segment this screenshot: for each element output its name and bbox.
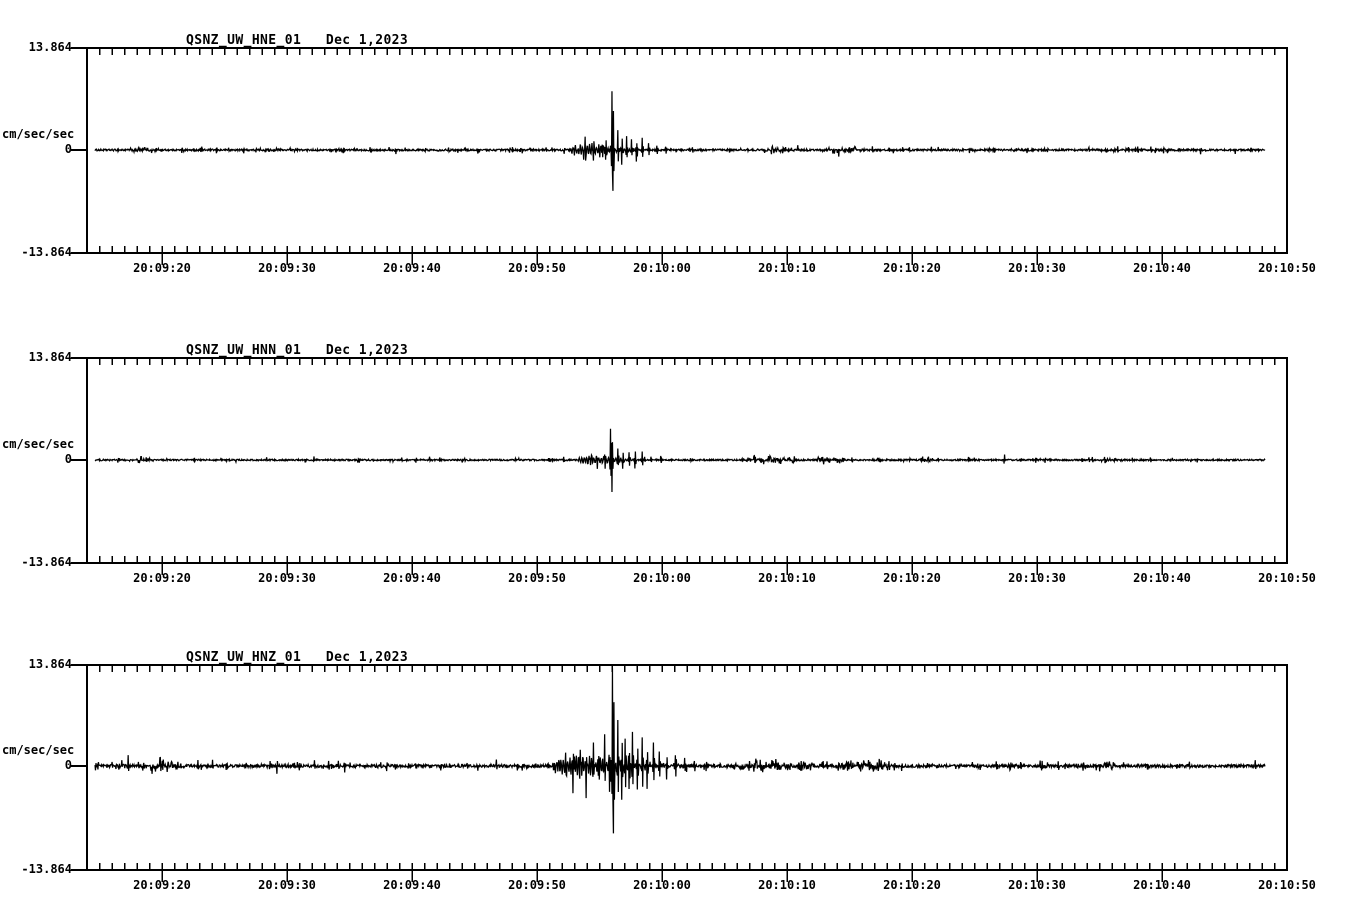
x-axis-tick-label: 20:09:40 xyxy=(383,571,441,585)
x-axis-tick-label: 20:10:40 xyxy=(1133,878,1191,892)
y-axis-unit-label: cm/sec/sec xyxy=(2,743,75,757)
x-axis-tick-label: 20:10:30 xyxy=(1008,878,1066,892)
x-axis-tick-label: 20:09:20 xyxy=(133,571,191,585)
x-axis-tick-label: 20:09:20 xyxy=(133,878,191,892)
y-axis-max-label: 13.864 xyxy=(28,40,72,54)
x-axis-tick-label: 20:09:20 xyxy=(133,261,191,275)
y-axis-min-label: -13.864 xyxy=(21,245,72,259)
x-axis-tick-label: 20:10:00 xyxy=(633,571,691,585)
y-axis-min-label: -13.864 xyxy=(21,862,72,876)
x-axis-tick-label: 20:10:00 xyxy=(633,261,691,275)
x-axis-tick-label: 20:10:50 xyxy=(1258,261,1316,275)
y-axis-zero-label: 0 xyxy=(64,452,72,466)
x-axis-tick-label: 20:10:50 xyxy=(1258,878,1316,892)
x-axis-tick-label: 20:10:30 xyxy=(1008,261,1066,275)
y-axis-max-label: 13.864 xyxy=(28,350,72,364)
waveform-trace-hnn xyxy=(94,428,1266,492)
x-axis-tick-label: 20:09:50 xyxy=(508,571,566,585)
waveform-trace-hne xyxy=(94,91,1266,191)
x-axis-tick-label: 20:10:20 xyxy=(883,571,941,585)
x-axis-tick-label: 20:09:30 xyxy=(258,878,316,892)
x-axis-tick-label: 20:10:10 xyxy=(758,571,816,585)
y-axis-zero-label: 0 xyxy=(64,142,72,156)
x-axis-tick-label: 20:10:40 xyxy=(1133,571,1191,585)
x-axis-tick-label: 20:09:30 xyxy=(258,261,316,275)
x-axis-tick-label: 20:10:20 xyxy=(883,878,941,892)
x-axis-tick-label: 20:09:40 xyxy=(383,261,441,275)
y-axis-min-label: -13.864 xyxy=(21,555,72,569)
x-axis-tick-label: 20:10:30 xyxy=(1008,571,1066,585)
x-axis-tick-label: 20:10:50 xyxy=(1258,571,1316,585)
panel-title-hnz: QSNZ_UW_HNZ_01 Dec 1,2023 xyxy=(186,650,409,665)
y-axis-max-label: 13.864 xyxy=(28,657,72,671)
y-axis-unit-label: cm/sec/sec xyxy=(2,437,75,451)
x-axis-tick-label: 20:10:00 xyxy=(633,878,691,892)
x-axis-tick-label: 20:10:10 xyxy=(758,261,816,275)
plot-frame xyxy=(86,664,1288,871)
panel-title-hnn: QSNZ_UW_HNN_01 Dec 1,2023 xyxy=(186,343,409,358)
x-axis-tick-label: 20:10:20 xyxy=(883,261,941,275)
x-axis-tick-label: 20:09:50 xyxy=(508,261,566,275)
x-axis-tick-label: 20:10:10 xyxy=(758,878,816,892)
x-axis-tick-label: 20:09:50 xyxy=(508,878,566,892)
y-axis-zero-label: 0 xyxy=(64,758,72,772)
x-axis-tick-label: 20:09:40 xyxy=(383,878,441,892)
x-axis-tick-label: 20:10:40 xyxy=(1133,261,1191,275)
waveform-trace-hnz xyxy=(94,668,1266,834)
y-axis-unit-label: cm/sec/sec xyxy=(2,127,75,141)
plot-frame xyxy=(86,357,1288,564)
panel-title-hne: QSNZ_UW_HNE_01 Dec 1,2023 xyxy=(186,33,409,48)
x-axis-tick-label: 20:09:30 xyxy=(258,571,316,585)
plot-frame xyxy=(86,47,1288,254)
